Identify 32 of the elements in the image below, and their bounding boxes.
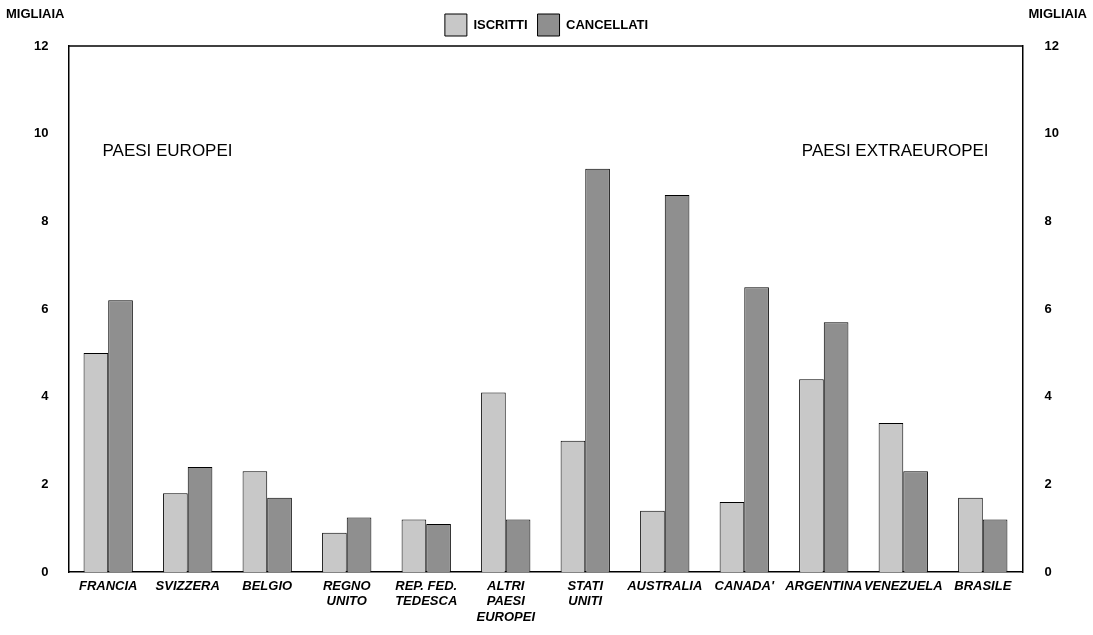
y-axis-title: MIGLIAIA <box>6 6 65 21</box>
y-tick-label: 2 <box>41 476 49 492</box>
x-tick-label: STATI UNITI <box>567 577 604 609</box>
x-tick-label: ARGENTINA <box>784 577 863 593</box>
annotation: PAESI EUROPEI <box>102 140 233 160</box>
y-tick-label: 10 <box>33 125 49 141</box>
y-tick-label: 0 <box>41 563 49 579</box>
legend-label: ISCRITTI <box>473 16 528 32</box>
x-tick-label: FRANCIA <box>78 577 138 593</box>
x-tick-label: REGNO UNITO <box>322 577 371 609</box>
x-tick-label: REP. FED. TEDESCA <box>395 577 458 609</box>
x-tick-label: AUSTRALIA <box>626 577 703 593</box>
y-tick-label: 8 <box>41 212 49 228</box>
y2-tick-label: 2 <box>1044 476 1052 492</box>
x-tick-label: CANADA' <box>714 577 775 593</box>
x-tick-label: BELGIO <box>242 577 293 593</box>
y2-tick-label: 4 <box>1044 388 1053 404</box>
y2-tick-label: 8 <box>1044 212 1052 228</box>
x-tick-label: VENEZUELA <box>863 577 943 593</box>
y-tick-label: 6 <box>41 300 49 316</box>
y2-tick-label: 0 <box>1044 563 1052 579</box>
legend-label: CANCELLATI <box>566 16 649 32</box>
x-tick-label: SVIZZERA <box>155 577 220 593</box>
y2-tick-label: 12 <box>1044 37 1060 53</box>
y-tick-label: 4 <box>41 388 50 404</box>
x-tick-label: BRASILE <box>954 577 1012 593</box>
annotation: PAESI EXTRAEUROPEI <box>801 140 989 160</box>
y-tick-label: 12 <box>33 37 49 53</box>
y2-tick-label: 6 <box>1044 300 1052 316</box>
x-tick-label: ALTRI PAESI EUROPEI <box>476 577 536 624</box>
y2-tick-label: 10 <box>1044 125 1060 141</box>
y2-axis-title: MIGLIAIA <box>1028 6 1087 21</box>
